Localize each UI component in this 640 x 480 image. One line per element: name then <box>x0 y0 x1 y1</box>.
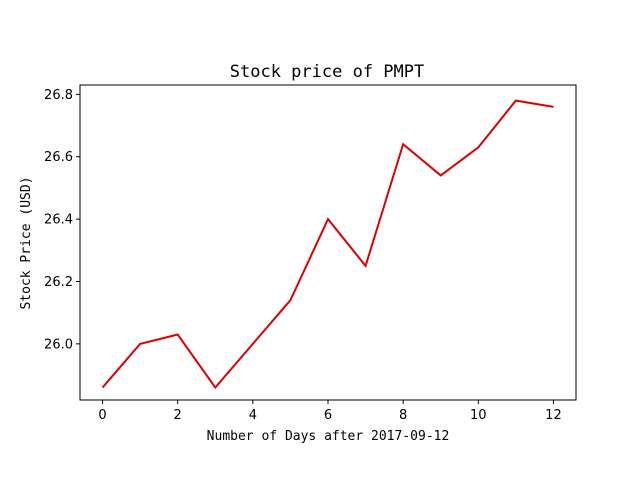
y-tick-label: 26.2 <box>44 275 73 290</box>
x-tick-label: 6 <box>324 408 332 423</box>
x-tick-label: 12 <box>545 408 562 423</box>
x-tick-label: 8 <box>399 408 407 423</box>
y-axis-label: Stock Price (USD) <box>19 176 34 309</box>
x-tick-label: 2 <box>174 408 182 423</box>
y-tick-label: 26.6 <box>44 150 73 165</box>
x-tick-label: 4 <box>249 408 257 423</box>
chart-title: Stock price of PMPT <box>230 62 424 82</box>
plot-area <box>101 99 554 390</box>
axes-frame <box>79 84 577 401</box>
x-tick-label: 0 <box>98 408 106 423</box>
x-tick-label: 10 <box>470 408 487 423</box>
y-tick-label: 26.8 <box>44 88 73 103</box>
y-tick-label: 26.0 <box>44 337 73 352</box>
y-tick-label: 26.4 <box>44 213 73 228</box>
series-line <box>101 99 554 390</box>
y-axis-ticks: 26.0 26.2 26.4 26.6 26.8 <box>44 88 80 352</box>
x-axis-ticks: 0 2 4 6 8 10 12 <box>98 400 562 423</box>
x-axis-label: Number of Days after 2017-09-12 <box>207 429 450 444</box>
